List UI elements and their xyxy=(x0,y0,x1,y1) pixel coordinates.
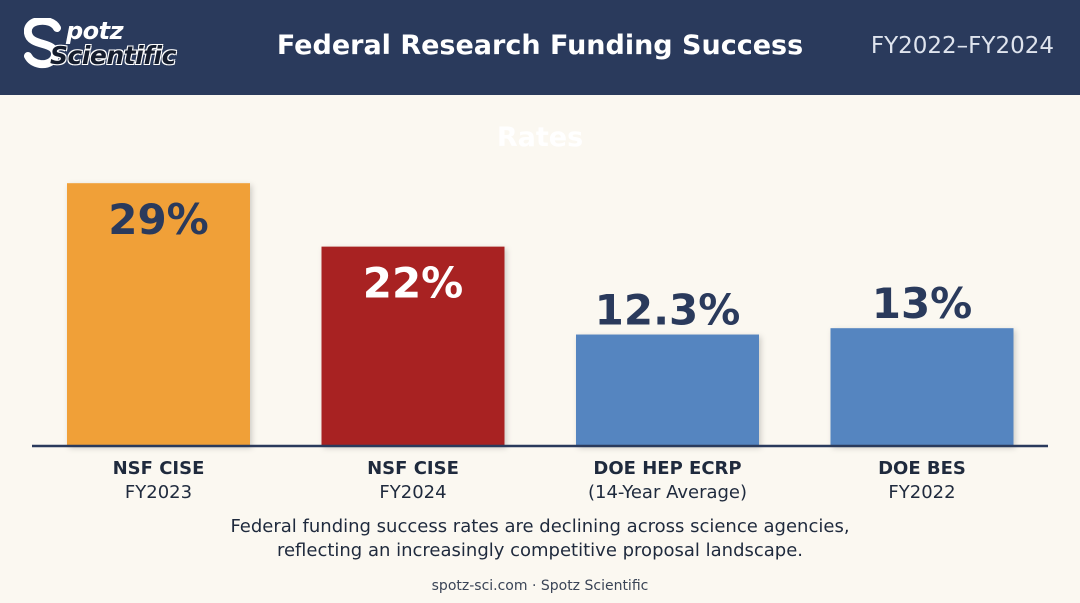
bar-value-label-2: 22% xyxy=(363,259,464,308)
category-label-1: NSF CISE xyxy=(113,458,205,479)
category-sublabel-2: FY2024 xyxy=(379,482,446,503)
category-sublabel-3: (14-Year Average) xyxy=(588,482,747,503)
logo-wordmark-bottom: Scientific xyxy=(50,41,176,70)
header-bar: potz Scientific Federal Research Funding… xyxy=(0,0,1080,153)
bar-1 xyxy=(67,183,250,446)
bar-2 xyxy=(321,246,505,446)
chart-caption: Federal funding success rates are declin… xyxy=(140,515,940,563)
category-label-4: DOE BES xyxy=(878,458,966,479)
category-sublabel-4: FY2022 xyxy=(888,482,955,503)
category-sublabel-1: FY2023 xyxy=(125,482,192,503)
spotz-scientific-logo: potz Scientific xyxy=(24,16,196,76)
page-title: Federal Research Funding Success Rates xyxy=(276,30,804,153)
logo-s-mark-icon xyxy=(24,18,61,69)
footer-credit: spotz-sci.com · Spotz Scientific xyxy=(431,578,649,594)
category-label-2: NSF CISE xyxy=(367,458,459,479)
bar-value-label-4: 13% xyxy=(872,279,973,328)
bar-3 xyxy=(576,334,759,446)
period-label: FY2022–FY2024 xyxy=(870,33,1054,59)
logo-wordmark-top: potz xyxy=(66,17,124,45)
bar-value-label-1: 29% xyxy=(108,195,209,244)
caption-line-1: Federal funding success rates are declin… xyxy=(230,516,850,537)
bar-4 xyxy=(830,328,1014,446)
category-label-3: DOE HEP ECRP xyxy=(593,458,741,479)
bar-chart: 29% 22% 12.3% 13% NSF CISE FY2023 NSF CISE FY2… xyxy=(32,183,1048,503)
bar-value-label-3: 12.3% xyxy=(595,286,741,335)
caption-line-2: reflecting an increasingly competitive p… xyxy=(276,540,804,561)
